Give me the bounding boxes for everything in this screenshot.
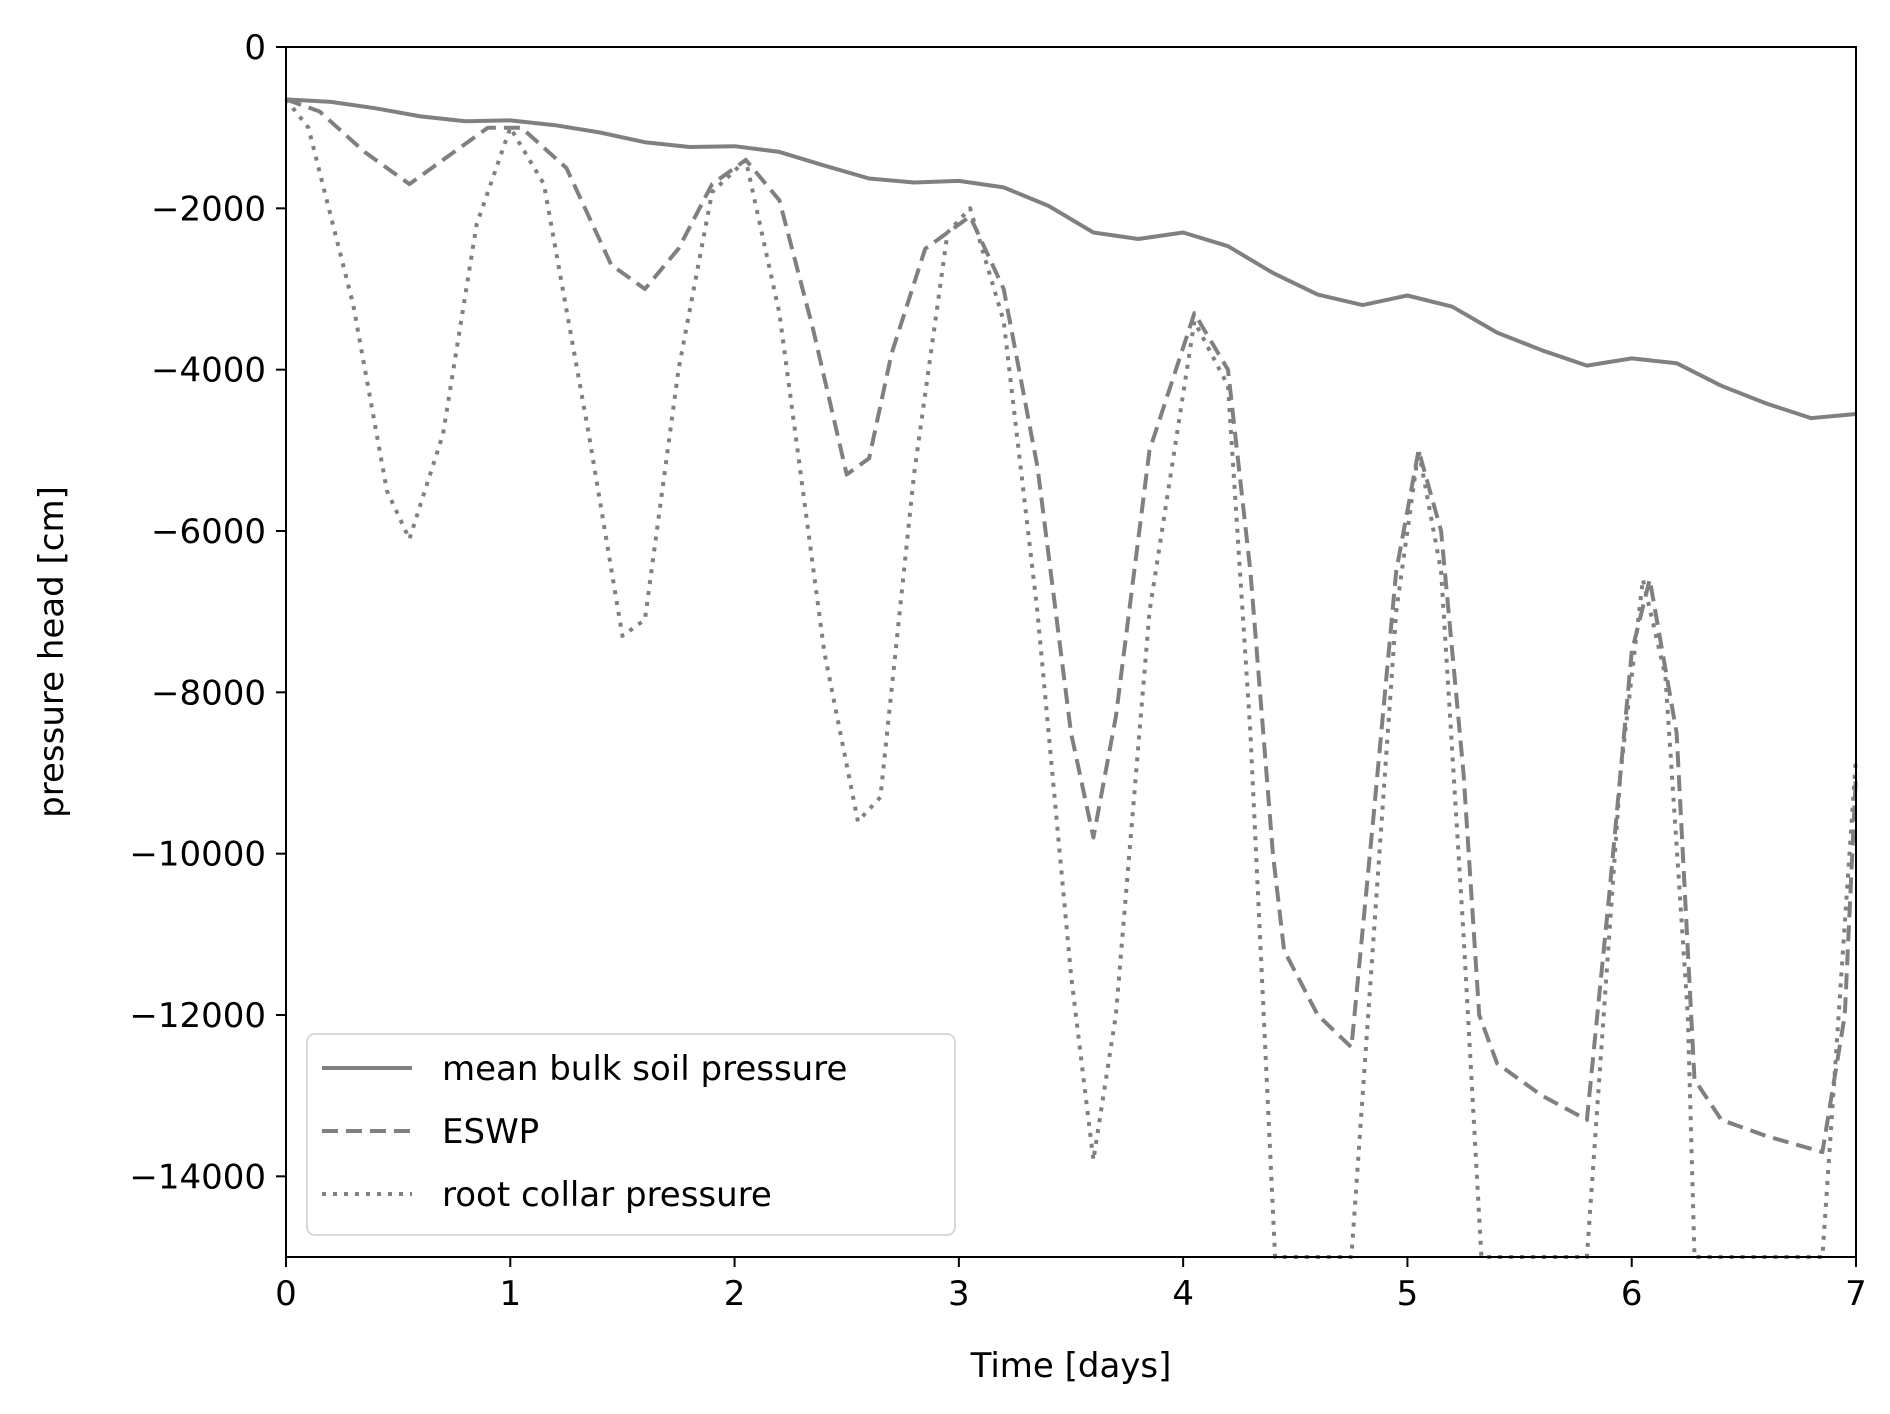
plot-area-frame [285, 46, 1857, 1258]
x-tick-label: 5 [1397, 1274, 1419, 1314]
x-tick-label: 2 [724, 1274, 746, 1314]
series-layer [284, 97, 1858, 1259]
x-axis-label: Time [days] [970, 1346, 1172, 1386]
x-tick-label: 4 [1172, 1274, 1194, 1314]
y-tick-label: −6000 [151, 512, 266, 552]
x-tick-label: 3 [948, 1274, 970, 1314]
y-tick-label: −14000 [129, 1157, 266, 1197]
x-tick-label: 7 [1845, 1274, 1867, 1314]
y-axis-label: pressure head [cm] [32, 486, 72, 818]
y-tick-label: 0 [244, 28, 266, 68]
legend-label-eswp: ESWP [442, 1112, 539, 1152]
x-tick-label: 6 [1621, 1274, 1643, 1314]
y-tick-label: −10000 [129, 835, 266, 875]
x-axis-ticks: 0 1 2 3 4 5 6 7 [275, 1257, 1867, 1314]
legend-box [306, 1033, 956, 1236]
x-tick-label: 1 [499, 1274, 521, 1314]
x-tick-label: 0 [275, 1274, 297, 1314]
y-axis-ticks: 0 −2000 −4000 −6000 −8000 −10000 −12000 −14000 [129, 28, 286, 1197]
series-line-0 [285, 97, 1857, 421]
legend-label-root-collar-pressure: root collar pressure [442, 1175, 772, 1215]
y-tick-label: −4000 [151, 351, 266, 391]
legend: mean bulk soil pressure ESWP root collar… [306, 1033, 956, 1236]
y-tick-label: −2000 [151, 189, 266, 229]
legend-label-mean-bulk-soil-pressure: mean bulk soil pressure [442, 1049, 847, 1089]
y-tick-label: −12000 [129, 996, 266, 1036]
y-tick-label: −8000 [151, 673, 266, 713]
